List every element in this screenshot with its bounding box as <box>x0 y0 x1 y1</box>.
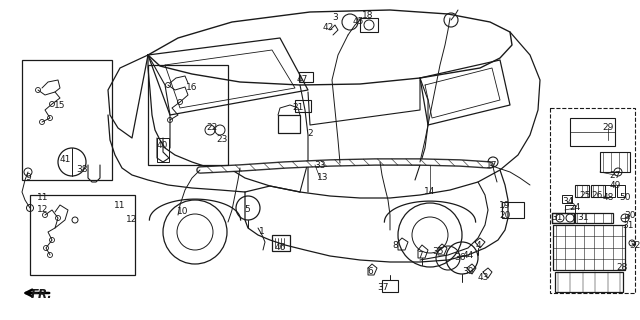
Text: 11: 11 <box>115 201 125 210</box>
Bar <box>575 185 589 197</box>
Text: 11: 11 <box>37 193 49 202</box>
Text: 5: 5 <box>244 205 250 214</box>
Text: 8: 8 <box>392 241 398 250</box>
Bar <box>502 202 524 218</box>
Text: 31: 31 <box>577 213 589 222</box>
Text: 44: 44 <box>462 251 474 260</box>
Text: 31: 31 <box>622 220 634 229</box>
Bar <box>553 225 625 270</box>
Text: 21: 21 <box>292 103 304 113</box>
Text: 23: 23 <box>216 135 228 145</box>
Text: 33: 33 <box>314 161 326 170</box>
Text: 15: 15 <box>54 100 66 109</box>
Bar <box>570 118 615 146</box>
Text: 27: 27 <box>609 171 621 180</box>
Text: 6: 6 <box>367 268 373 276</box>
Bar <box>617 185 625 197</box>
Text: 29: 29 <box>602 124 614 132</box>
Text: 42: 42 <box>323 23 333 33</box>
Text: 30: 30 <box>624 211 636 220</box>
Bar <box>157 138 169 162</box>
Text: 32: 32 <box>629 241 640 250</box>
Text: 12: 12 <box>126 215 138 225</box>
Text: 35: 35 <box>432 247 444 257</box>
Text: 50: 50 <box>620 194 631 203</box>
Bar <box>550 108 635 293</box>
Text: 1: 1 <box>259 228 265 236</box>
Text: 38: 38 <box>76 165 88 174</box>
Text: 47: 47 <box>296 76 308 84</box>
Text: 2: 2 <box>307 129 313 138</box>
Text: 43: 43 <box>477 274 489 283</box>
Text: 31: 31 <box>551 213 563 222</box>
Text: 49: 49 <box>609 180 621 189</box>
Text: 18: 18 <box>362 11 374 20</box>
Text: 28: 28 <box>616 263 628 273</box>
Bar <box>565 205 575 213</box>
Text: 34: 34 <box>563 197 573 206</box>
Text: 39: 39 <box>462 268 474 276</box>
Bar <box>360 18 378 32</box>
Text: 7: 7 <box>417 251 423 260</box>
Text: 14: 14 <box>424 188 436 196</box>
Text: 20: 20 <box>499 211 511 220</box>
Text: 13: 13 <box>317 173 329 182</box>
Text: 9: 9 <box>25 173 31 182</box>
Bar <box>562 195 572 203</box>
Text: 17: 17 <box>486 161 498 170</box>
Bar <box>552 213 574 223</box>
Bar <box>600 152 630 172</box>
Bar <box>272 235 290 251</box>
Text: 26: 26 <box>591 190 603 199</box>
Bar <box>555 272 623 292</box>
Bar <box>278 115 300 133</box>
Text: 19: 19 <box>499 201 511 210</box>
Text: 22: 22 <box>206 124 218 132</box>
Bar <box>575 213 613 223</box>
Text: 45: 45 <box>352 18 364 27</box>
Text: 41: 41 <box>60 156 70 164</box>
Text: 12: 12 <box>37 205 49 214</box>
Text: 10: 10 <box>177 207 189 217</box>
Bar <box>591 185 605 197</box>
Bar <box>30 195 135 275</box>
Bar <box>148 65 228 165</box>
Bar <box>605 185 615 197</box>
Text: 16: 16 <box>186 84 198 92</box>
Text: 46: 46 <box>275 244 285 252</box>
Text: 4: 4 <box>475 241 481 250</box>
Text: 3: 3 <box>332 13 338 22</box>
Text: 25: 25 <box>579 190 591 199</box>
Text: 48: 48 <box>602 194 614 203</box>
Text: 24: 24 <box>570 204 580 212</box>
Bar <box>22 60 112 180</box>
Text: 37: 37 <box>377 283 388 292</box>
Bar <box>295 100 311 112</box>
Text: 36: 36 <box>454 253 466 262</box>
Text: FR.: FR. <box>31 289 53 301</box>
Bar <box>299 72 313 82</box>
Bar <box>382 280 398 292</box>
Text: 40: 40 <box>156 140 168 149</box>
